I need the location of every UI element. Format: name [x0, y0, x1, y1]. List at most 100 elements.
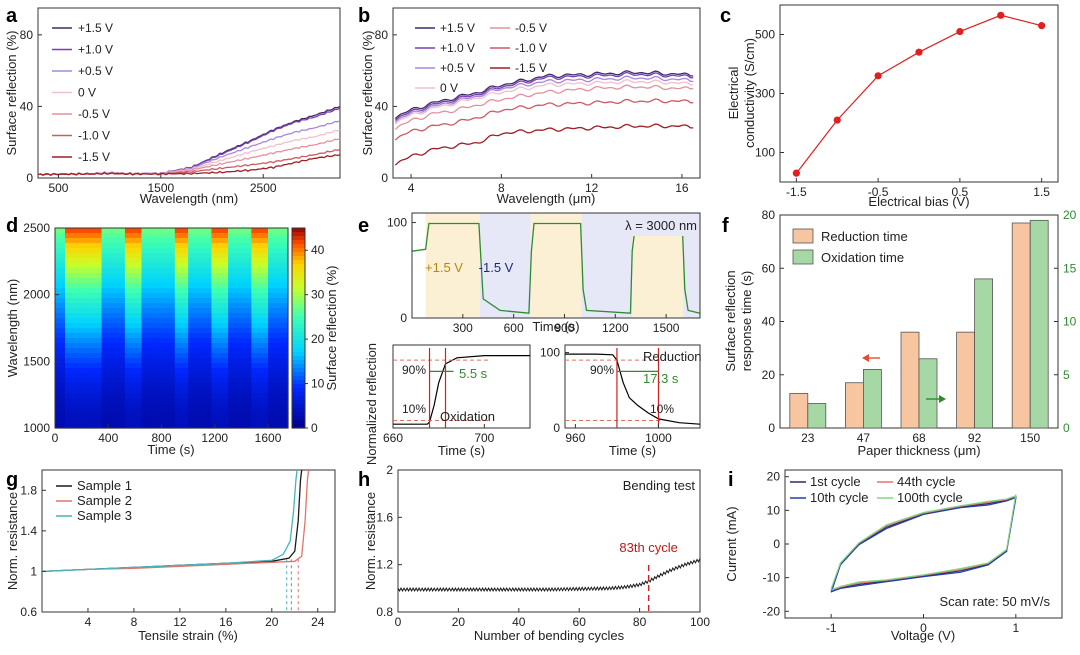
heatmap-cell — [214, 353, 219, 359]
panel-letter: f — [722, 215, 729, 237]
x-axis-tick-label: 24 — [311, 615, 325, 629]
heatmap-cell — [281, 278, 286, 284]
heatmap-cell — [201, 338, 206, 344]
heatmap-cell — [171, 418, 176, 424]
colorbar-segment — [292, 312, 305, 317]
heatmap-cell — [284, 353, 289, 359]
heatmap-cell — [284, 283, 289, 289]
heatmap-cell — [111, 288, 116, 294]
heatmap-cell — [234, 343, 239, 349]
heatmap-cell — [244, 388, 249, 394]
heatmap-cell — [98, 368, 103, 374]
heatmap-cell — [208, 373, 213, 379]
heatmap-cell — [171, 243, 176, 249]
heatmap-cell — [281, 288, 286, 294]
heatmap-cell — [178, 278, 183, 284]
heatmap-cell — [78, 418, 83, 424]
heatmap-cell — [191, 373, 196, 379]
x-axis-tick-label: 8 — [498, 181, 505, 195]
heatmap-cell — [64, 373, 69, 379]
x-axis-tick-label: 2500 — [250, 181, 277, 195]
legend-label: -0.5 V — [515, 21, 547, 35]
heatmap-cell — [251, 228, 256, 234]
heatmap-cell — [238, 363, 242, 369]
heatmap-cell — [191, 383, 196, 389]
heatmap-cell — [181, 363, 186, 369]
heatmap-cell — [124, 248, 129, 254]
heatmap-cell — [61, 393, 66, 399]
heatmap-cell — [254, 373, 259, 379]
heatmap-cell — [248, 303, 252, 309]
heatmap-cell — [91, 278, 96, 284]
heatmap-cell — [151, 253, 156, 259]
heatmap-cell — [181, 398, 186, 404]
heatmap-cell — [191, 343, 196, 349]
heatmap-cell — [94, 373, 99, 379]
heatmap-cell — [128, 253, 133, 259]
heatmap-cell — [98, 283, 103, 289]
heatmap-cell — [91, 253, 96, 259]
heatmap-cell — [211, 423, 216, 429]
heatmap-cell — [241, 373, 246, 379]
heatmap-cell — [278, 383, 282, 389]
heatmap-cell — [231, 303, 236, 309]
heatmap-cell — [174, 328, 179, 334]
heatmap-cell — [244, 373, 249, 379]
heatmap-cell — [124, 373, 129, 379]
heatmap-cell — [141, 228, 146, 234]
level-label: 90% — [590, 363, 614, 377]
heatmap-cell — [158, 353, 163, 359]
heatmap-cell — [124, 288, 129, 294]
heatmap-cell — [71, 423, 76, 429]
heatmap-cell — [284, 388, 289, 394]
heatmap-cell — [258, 253, 262, 259]
heatmap-cell — [168, 273, 173, 279]
heatmap-cell — [94, 268, 99, 274]
heatmap-cell — [138, 328, 143, 334]
heatmap-cell — [178, 393, 183, 399]
plot-frame — [411, 212, 701, 319]
heatmap-cell — [121, 298, 126, 304]
x-axis-tick-label: 40 — [512, 615, 526, 629]
heatmap-cell — [91, 248, 96, 254]
heatmap-cell — [224, 278, 229, 284]
y-axis-tick-label: 40 — [375, 99, 389, 113]
heatmap-cell — [174, 388, 179, 394]
heatmap-cell — [138, 313, 143, 319]
heatmap-cell — [161, 363, 166, 369]
data-point — [792, 169, 800, 177]
heatmap-cell — [104, 423, 109, 429]
heatmap-cell — [251, 398, 256, 404]
heatmap-cell — [261, 308, 266, 314]
heatmap-cell — [208, 258, 213, 264]
heatmap-cell — [184, 403, 189, 409]
heatmap-cell — [144, 273, 149, 279]
heatmap-cell — [268, 343, 272, 349]
heatmap-cell — [258, 278, 262, 284]
heatmap-cell — [171, 323, 176, 329]
heatmap-cell — [164, 373, 169, 379]
heatmap-cell — [61, 348, 66, 354]
heatmap-cell — [121, 303, 126, 309]
heatmap-cell — [234, 348, 239, 354]
heatmap-cell — [258, 353, 262, 359]
heatmap-cell — [258, 283, 262, 289]
heatmap-cell — [64, 378, 69, 384]
heatmap-cell — [174, 343, 179, 349]
heatmap-cell — [131, 283, 136, 289]
heatmap-cell — [228, 293, 233, 299]
heatmap-cell — [154, 298, 159, 304]
heatmap-cell — [164, 328, 169, 334]
heatmap-cell — [178, 273, 183, 279]
colorbar-frame — [291, 227, 306, 429]
heatmap-cell — [234, 338, 239, 344]
heatmap-cell — [201, 393, 206, 399]
heatmap-cell — [218, 358, 223, 364]
heatmap-cell — [278, 283, 282, 289]
heatmap-cell — [78, 233, 83, 239]
heatmap-cell — [218, 263, 223, 269]
heatmap-cell — [104, 253, 109, 259]
heatmap-cell — [168, 308, 173, 314]
heatmap-cell — [121, 353, 126, 359]
heatmap-cell — [241, 418, 246, 424]
